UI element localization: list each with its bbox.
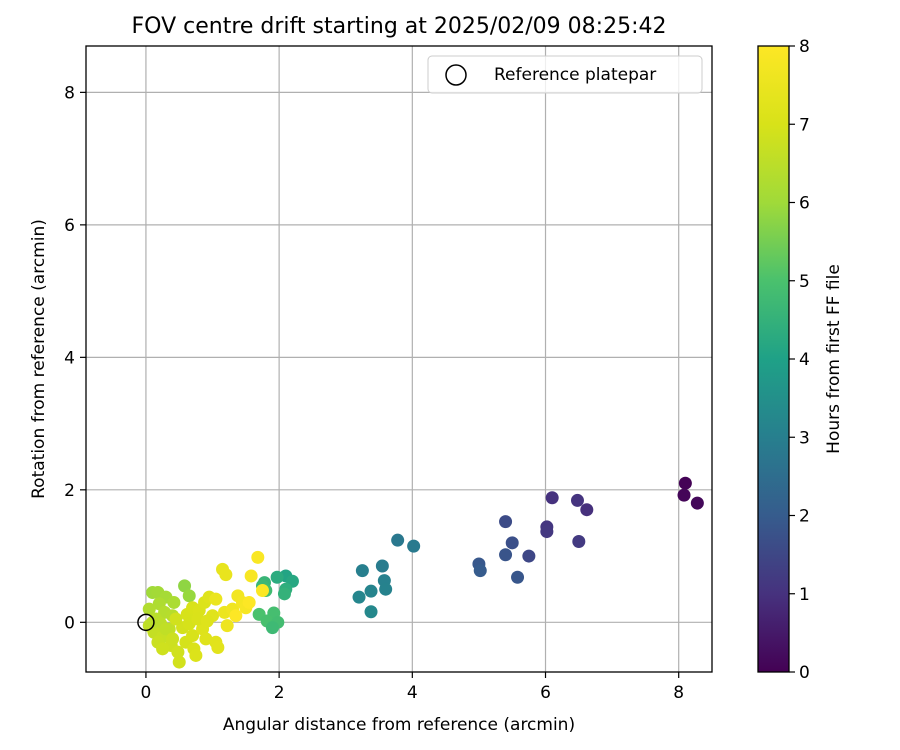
data-point [540,525,554,539]
chart-title: FOV centre drift starting at 2025/02/09 … [132,14,667,39]
data-point [364,605,378,619]
data-point [220,619,234,633]
x-tick-label: 6 [540,683,551,703]
x-axis-ticks: 0 2 4 6 8 [141,672,684,703]
colorbar-tick-label: 7 [799,115,810,135]
data-point [171,645,185,659]
y-tick-label: 6 [64,216,75,236]
data-point [379,582,393,596]
data-point [690,496,704,510]
data-point [178,579,192,593]
legend-box [427,55,703,94]
colorbar-label: Hours from first FF file [824,264,844,454]
data-point [505,536,519,550]
legend: Reference platepar [427,55,703,94]
data-point [499,548,513,562]
data-point [355,564,369,578]
data-point [199,632,213,646]
data-point [146,615,160,629]
data-points [142,476,704,669]
data-point [189,648,203,662]
data-point [255,584,269,598]
plot-frame [85,45,713,673]
data-point [545,491,559,505]
data-point [375,559,389,573]
data-point [244,569,258,583]
y-tick-label: 4 [64,348,75,368]
colorbar-tick-label: 1 [799,585,810,605]
y-tick-label: 2 [64,481,75,501]
y-tick-label: 8 [64,83,75,103]
data-point [265,621,279,635]
colorbar-tick-label: 4 [799,350,810,370]
data-point [142,602,156,616]
x-axis-label: Angular distance from reference (arcmin) [223,715,575,735]
data-point [570,493,584,507]
data-point [159,622,173,636]
y-axis-ticks: 0 2 4 6 8 [64,83,86,633]
colorbar-ticks: 0 1 2 3 4 5 6 7 8 [789,37,810,683]
data-point [219,568,233,582]
data-point [270,570,284,584]
x-tick-label: 8 [673,683,684,703]
data-point [678,476,692,490]
colorbar-tick-label: 8 [799,37,810,57]
data-point [200,614,214,628]
data-point [172,655,186,669]
colorbar-tick-label: 6 [799,194,810,214]
colorbar-tick-label: 2 [799,507,810,527]
x-tick-label: 2 [274,683,285,703]
data-point [156,642,170,656]
grid-lines [86,46,712,672]
legend-marker-icon [445,64,467,86]
data-point [407,539,421,553]
data-point [572,535,586,549]
colorbar-tick-label: 5 [799,272,810,292]
data-point [473,564,487,578]
data-point [352,590,366,604]
data-point [169,612,183,626]
x-tick-label: 4 [407,683,418,703]
data-point [677,488,691,502]
colorbar: 0 1 2 3 4 5 6 7 8 Hours from first FF file [757,37,844,683]
y-tick-label: 0 [64,613,75,633]
data-point [499,515,513,529]
data-point [229,609,243,623]
colorbar-tick-label: 3 [799,428,810,448]
data-point [277,587,291,601]
data-point [166,632,180,646]
data-point [522,549,536,563]
x-tick-label: 0 [141,683,152,703]
data-point [182,589,196,603]
data-point [580,503,594,517]
data-point [242,595,256,609]
y-axis-label: Rotation from reference (arcmin) [29,219,49,499]
data-point [209,592,223,606]
reference-platepar-marker [137,613,155,632]
legend-label: Reference platepar [494,65,656,85]
colorbar-bar [757,45,790,673]
data-point [511,570,525,584]
data-point [186,629,200,643]
data-point [391,533,405,547]
colorbar-tick-label: 0 [799,663,810,683]
data-point [167,595,181,609]
data-point [364,584,378,598]
data-point [251,550,265,564]
data-point [211,640,225,654]
